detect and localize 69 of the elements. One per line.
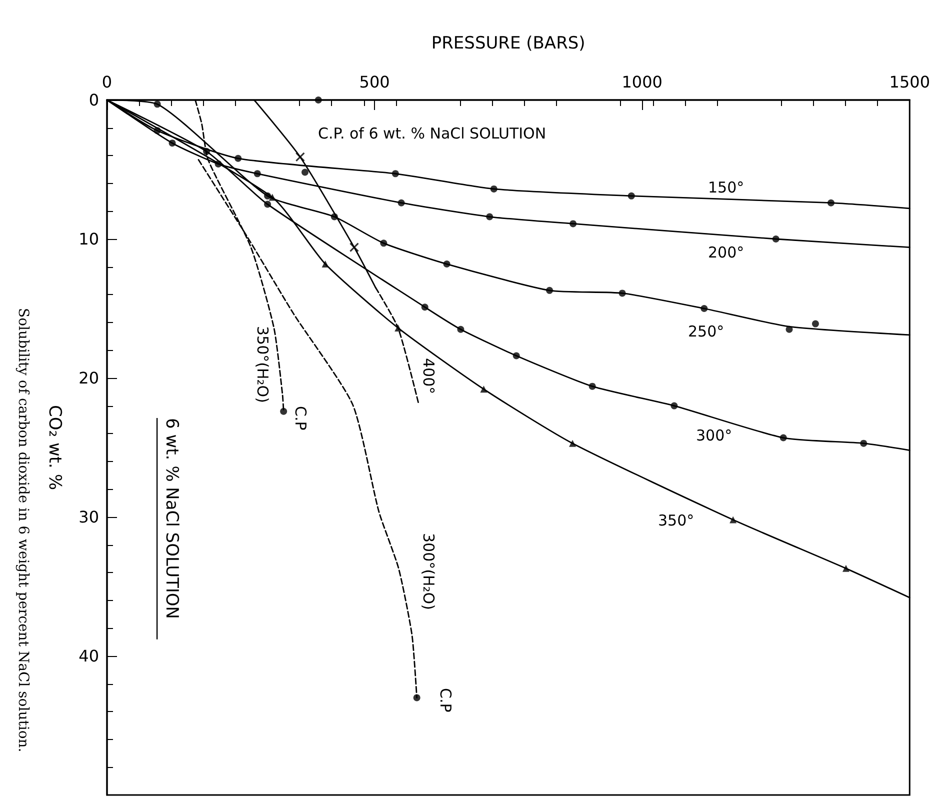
point	[254, 170, 261, 178]
point	[480, 386, 488, 393]
annotation: 300°(H₂O)	[420, 533, 438, 610]
point	[301, 168, 308, 176]
point	[421, 304, 428, 311]
point	[457, 326, 464, 333]
point	[322, 260, 329, 268]
point	[264, 200, 272, 208]
point	[154, 127, 161, 134]
point	[588, 382, 596, 390]
point	[772, 236, 780, 242]
annotation: C.P	[292, 406, 310, 430]
annotation: 350°(H₂O)	[254, 326, 272, 403]
point	[268, 194, 276, 201]
text: Solubility of carbon dioxide in 6 weight percent NaCl solution.	[15, 308, 31, 752]
point	[295, 152, 305, 162]
point	[280, 408, 288, 415]
point	[168, 140, 176, 147]
point	[570, 220, 577, 228]
point	[264, 192, 272, 200]
point	[330, 213, 338, 220]
point	[812, 320, 819, 328]
point	[392, 170, 399, 178]
annotation: 400°	[420, 358, 438, 394]
annotation: 6 wt. % NaCl SOLUTION	[162, 418, 182, 620]
point	[700, 305, 708, 312]
annotation: 150°	[708, 178, 744, 196]
point	[569, 440, 576, 447]
point	[618, 290, 626, 297]
point	[349, 242, 360, 252]
point	[203, 148, 210, 155]
x-tick-label: 1000	[622, 72, 662, 92]
x-tick-label: 0	[102, 72, 112, 92]
point	[730, 516, 737, 524]
point	[860, 440, 868, 447]
point	[670, 402, 678, 410]
annotation: 250°	[688, 322, 724, 340]
point	[380, 240, 388, 247]
point	[314, 96, 322, 104]
point	[842, 564, 850, 572]
y-tick-label: 20	[78, 368, 99, 388]
y-tick-label: 40	[78, 646, 99, 666]
annotation: 350°	[658, 512, 694, 530]
annotation: C.P	[436, 688, 454, 712]
point	[512, 352, 520, 360]
point	[443, 260, 450, 268]
point	[786, 326, 793, 333]
point	[413, 694, 420, 702]
point	[546, 286, 554, 294]
point	[780, 434, 787, 442]
point	[827, 199, 834, 206]
annotation: 300°	[696, 426, 732, 444]
point	[394, 324, 402, 332]
x-axis-title: PRESSURE (BARS)	[431, 34, 586, 54]
point	[398, 199, 405, 206]
point	[486, 213, 494, 220]
y-tick-label: 0	[88, 90, 99, 110]
point	[628, 192, 635, 200]
annotation: 200°	[708, 244, 744, 262]
point	[234, 154, 242, 162]
annotation: C.P. of 6 wt. % NaCl SOLUTION	[318, 124, 546, 142]
x-tick-label: 1500	[889, 72, 930, 92]
y-tick-label: 30	[78, 508, 99, 526]
y-axis-title: CO₂ wt. %	[44, 405, 64, 490]
point	[214, 160, 222, 168]
x-tick-label: 500	[359, 72, 390, 92]
y-tick-label: 10	[78, 230, 99, 248]
point	[154, 100, 161, 108]
point	[490, 185, 498, 192]
